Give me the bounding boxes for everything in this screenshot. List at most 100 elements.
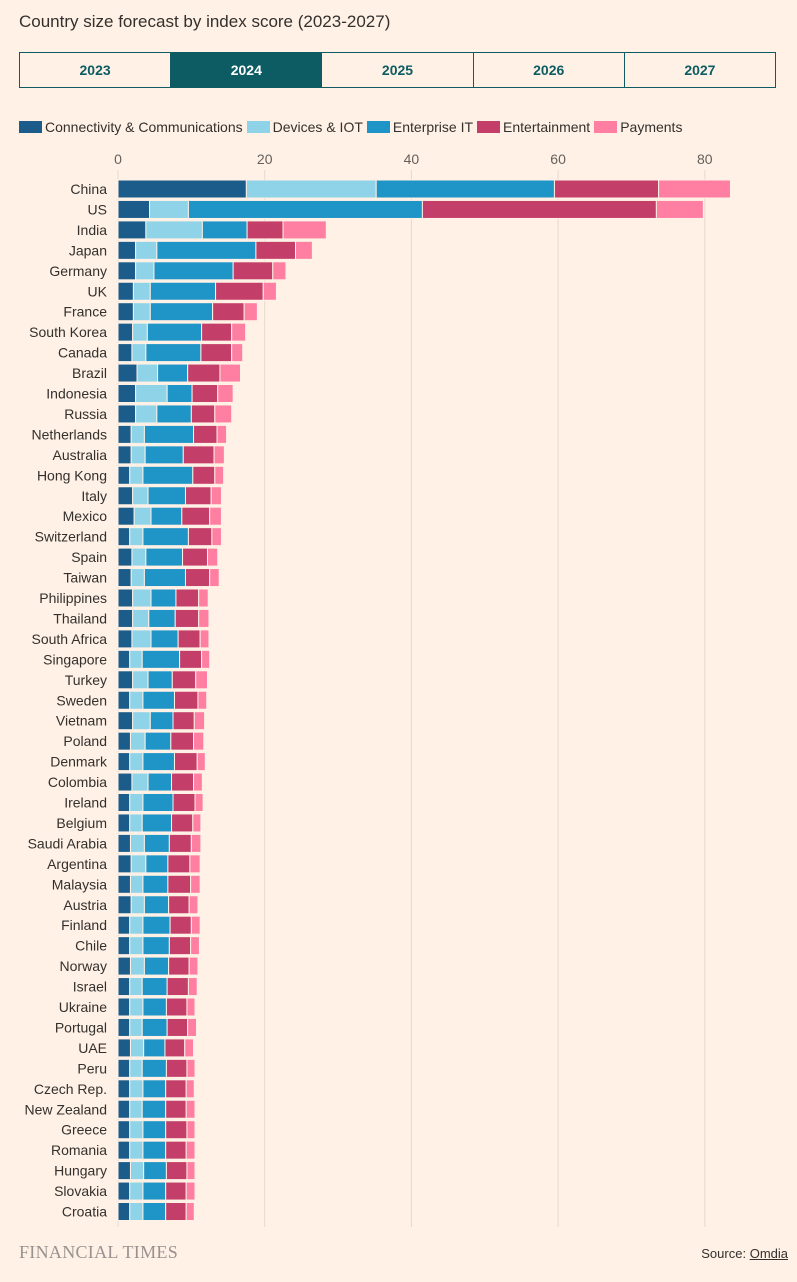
category-label: Ukraine bbox=[59, 999, 107, 1015]
bar-segment bbox=[143, 895, 170, 915]
bar-segment bbox=[166, 384, 193, 403]
bar-segment bbox=[136, 363, 159, 383]
bar-segment bbox=[214, 465, 225, 485]
bar-segment bbox=[175, 588, 200, 608]
category-label: Singapore bbox=[43, 651, 107, 667]
bar-segment bbox=[117, 343, 133, 363]
legend-item-enterprise: Enterprise IT bbox=[366, 119, 473, 135]
bar-segment bbox=[185, 1099, 196, 1119]
bar-segment bbox=[193, 711, 206, 731]
bar-segment bbox=[165, 1161, 188, 1181]
bar-segment bbox=[117, 711, 134, 731]
category-label: Sweden bbox=[56, 692, 107, 708]
bar-segment bbox=[142, 1079, 167, 1099]
bar-segment bbox=[243, 302, 258, 322]
year-tabs: 2023 2024 2025 2026 2027 bbox=[19, 52, 776, 88]
category-label: Taiwan bbox=[63, 570, 107, 586]
bar-segment bbox=[117, 445, 132, 465]
legend-item-payments: Payments bbox=[594, 119, 682, 135]
bar-segment bbox=[170, 731, 195, 751]
bar-segment bbox=[132, 281, 151, 301]
bar-segment bbox=[133, 506, 152, 526]
bar-segment bbox=[129, 997, 144, 1017]
bar-segment bbox=[231, 343, 244, 363]
legend-item-devices: Devices & IOT bbox=[246, 119, 363, 135]
bar-segment bbox=[190, 874, 201, 894]
bar-segment bbox=[117, 1161, 131, 1181]
bar-segment bbox=[117, 1120, 131, 1140]
bar-segment bbox=[129, 731, 146, 751]
bar-segment bbox=[129, 1099, 143, 1119]
bar-segment bbox=[655, 199, 704, 219]
bar-segment bbox=[117, 956, 131, 976]
bar-segment bbox=[189, 854, 201, 874]
category-label: South Korea bbox=[29, 324, 107, 340]
category-label: Germany bbox=[49, 263, 107, 279]
bar-segment bbox=[184, 1038, 195, 1058]
bar-segment bbox=[132, 670, 149, 690]
bar-segment bbox=[149, 281, 217, 301]
bar-segment bbox=[185, 1140, 196, 1160]
bar-segment bbox=[147, 486, 186, 506]
category-label: Philippines bbox=[39, 590, 107, 606]
bar-segment bbox=[117, 1181, 131, 1201]
bar-segment bbox=[117, 1038, 131, 1058]
bar-segment bbox=[187, 363, 221, 383]
bar-segment bbox=[191, 384, 219, 403]
category-label: UK bbox=[88, 283, 108, 299]
bar-segment bbox=[132, 322, 148, 342]
bar-segment bbox=[129, 1161, 145, 1181]
bar-segment bbox=[129, 813, 143, 833]
category-label: Malaysia bbox=[52, 876, 107, 892]
bar-segment bbox=[165, 1079, 187, 1099]
bar-segment bbox=[201, 220, 248, 240]
bar-segment bbox=[165, 997, 188, 1017]
bar-segment bbox=[143, 424, 195, 444]
source-label: Source: bbox=[701, 1246, 747, 1261]
bar-segment bbox=[186, 1058, 196, 1078]
bar-segment bbox=[186, 1120, 196, 1140]
tab-2025[interactable]: 2025 bbox=[322, 53, 474, 87]
bar-segment bbox=[117, 199, 151, 219]
bar-segment bbox=[150, 629, 179, 649]
bar-segment bbox=[199, 629, 210, 649]
bar-segment bbox=[117, 547, 133, 567]
bar-segment bbox=[282, 220, 327, 240]
bar-segment bbox=[153, 261, 234, 281]
bar-segment bbox=[217, 384, 234, 403]
bar-segment bbox=[129, 1038, 145, 1058]
category-label: Argentina bbox=[47, 856, 107, 872]
tab-2023[interactable]: 2023 bbox=[20, 53, 172, 87]
bar-segment bbox=[142, 1202, 167, 1221]
bar-segment bbox=[190, 915, 201, 935]
bar-segment bbox=[188, 895, 199, 915]
bar-segment bbox=[129, 1079, 144, 1099]
bar-segment bbox=[232, 261, 274, 281]
bar-segment bbox=[165, 1120, 188, 1140]
bar-segment bbox=[141, 1099, 167, 1119]
bar-segment bbox=[141, 813, 173, 833]
bar-segment bbox=[147, 772, 173, 792]
bar-segment bbox=[209, 568, 220, 588]
category-label: Switzerland bbox=[35, 529, 107, 545]
legend-label: Devices & IOT bbox=[272, 119, 363, 135]
bar-segment bbox=[117, 302, 134, 322]
bar-segment bbox=[185, 1202, 195, 1221]
bar-segment bbox=[146, 322, 203, 342]
bar-segment bbox=[142, 936, 170, 956]
bar-segment bbox=[245, 179, 377, 199]
bar-segment bbox=[117, 670, 134, 690]
tab-2024[interactable]: 2024 bbox=[171, 53, 323, 87]
bar-segment bbox=[295, 240, 313, 260]
bar-segment bbox=[129, 649, 143, 669]
bar-segment bbox=[117, 649, 131, 669]
category-label: China bbox=[70, 181, 107, 197]
tab-2026[interactable]: 2026 bbox=[473, 53, 625, 87]
source-link[interactable]: Omdia bbox=[749, 1246, 788, 1261]
tab-2027[interactable]: 2027 bbox=[624, 53, 776, 87]
bar-segment bbox=[117, 240, 137, 260]
bar-segment bbox=[129, 1181, 144, 1201]
bar-segment bbox=[117, 854, 132, 874]
legend-label: Payments bbox=[620, 119, 683, 135]
bar-segment bbox=[214, 404, 233, 424]
